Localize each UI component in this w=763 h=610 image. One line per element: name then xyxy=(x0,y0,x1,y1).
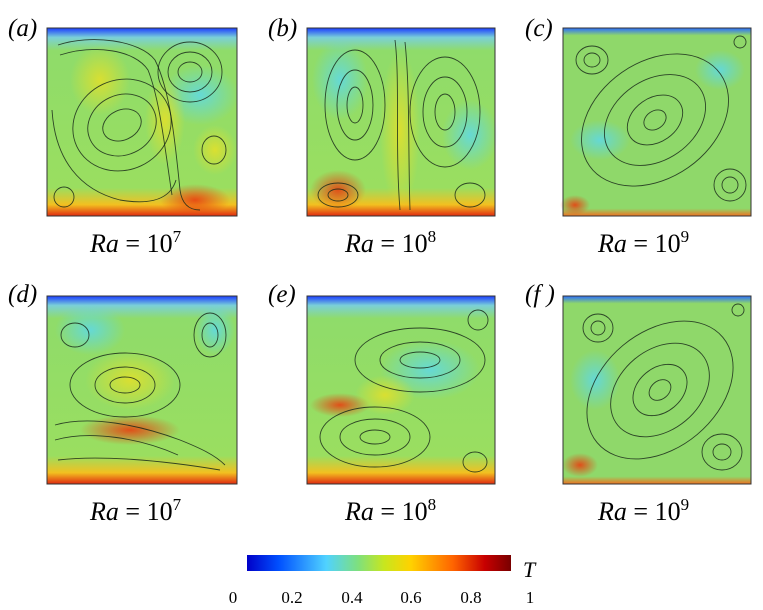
colorbar-tick-3: 0.6 xyxy=(400,588,421,607)
panel-a: (a) Ra = 107 xyxy=(8,15,238,258)
colorbar-bar xyxy=(247,555,511,571)
colorbar-tick-5: 1 xyxy=(526,588,535,607)
panel-label-a: (a) xyxy=(8,15,37,42)
panel-e: (e) Ra = 108 xyxy=(268,281,496,526)
panel-c: (c) Ra = 109 xyxy=(525,15,752,258)
panel-frame-f xyxy=(562,295,752,485)
streamlines-e xyxy=(319,309,489,473)
streamlines-f xyxy=(582,303,745,471)
colorbar-tick-4: 0.8 xyxy=(460,588,481,607)
streamlines-a xyxy=(51,39,227,211)
colorbar-tick-1: 0.2 xyxy=(281,588,302,607)
panel-b: (b) Ra = 108 xyxy=(268,15,498,258)
panel-label-f: (f ) xyxy=(525,281,555,308)
panel-frame-d xyxy=(46,295,238,485)
panel-f: (f ) Ra = 109 xyxy=(525,281,752,526)
heatmap-c xyxy=(560,28,751,216)
panel-frame-c xyxy=(562,27,752,217)
panel-caption-b: Ra = 108 xyxy=(344,227,436,258)
colorbar-title: T xyxy=(523,557,537,582)
streamlines-c xyxy=(575,35,747,202)
panel-frame-b xyxy=(306,27,496,217)
panel-frame-e xyxy=(306,295,496,485)
panel-label-b: (b) xyxy=(268,15,297,42)
panel-frame-a xyxy=(46,27,238,217)
panel-caption-a: Ra = 107 xyxy=(89,227,182,258)
panel-caption-d: Ra = 107 xyxy=(89,495,182,526)
streamlines-b xyxy=(317,39,486,211)
panel-caption-f: Ra = 109 xyxy=(597,495,689,526)
colorbar-tick-2: 0.4 xyxy=(341,588,363,607)
heatmap-f xyxy=(562,296,751,484)
heatmap-b xyxy=(307,28,498,216)
streamlines-d xyxy=(54,312,227,471)
panel-label-e: (e) xyxy=(268,281,296,308)
panel-label-c: (c) xyxy=(525,15,553,42)
panel-d: (d) Ra = 107 xyxy=(8,281,238,526)
heatmap-a xyxy=(47,28,238,216)
heatmap-d xyxy=(47,296,237,484)
panel-caption-c: Ra = 109 xyxy=(597,227,689,258)
colorbar-tick-0: 0 xyxy=(229,588,238,607)
panel-caption-e: Ra = 108 xyxy=(344,495,436,526)
heatmap-e xyxy=(307,296,495,484)
colorbar: T 0 0.2 0.4 0.6 0.8 1 xyxy=(229,555,537,607)
panel-label-d: (d) xyxy=(8,281,37,308)
